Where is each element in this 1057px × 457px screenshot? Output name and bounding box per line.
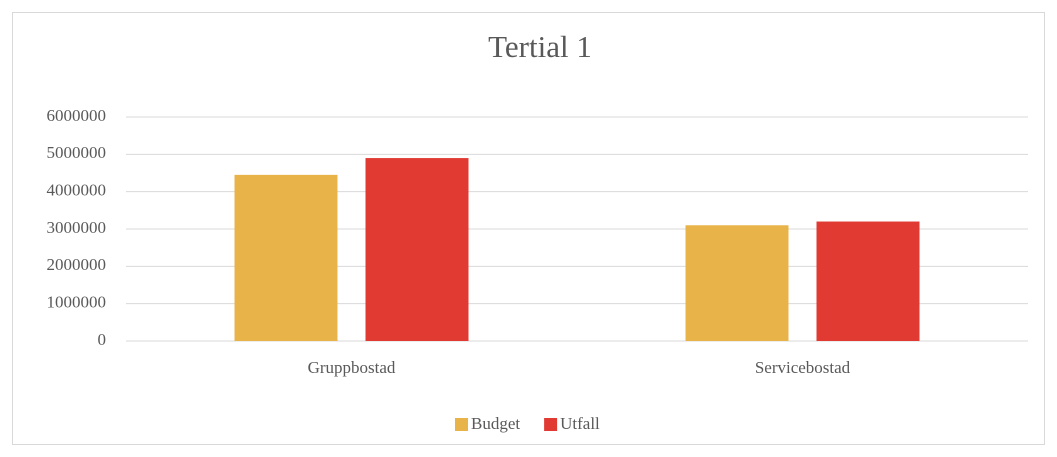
y-tick-label: 4000000 (47, 181, 107, 200)
legend-swatch (544, 418, 558, 431)
x-tick-label: Gruppbostad (308, 358, 396, 377)
y-tick-label: 5000000 (47, 143, 107, 162)
y-tick-label: 6000000 (47, 106, 107, 125)
bar (816, 221, 920, 341)
y-tick-label: 1000000 (47, 293, 107, 312)
legend-label: Budget (471, 414, 520, 433)
legend-swatch (455, 418, 468, 431)
chart-title: Tertial 1 (488, 29, 592, 64)
y-tick-label: 0 (98, 330, 107, 349)
bar (365, 158, 469, 341)
bar (234, 174, 338, 341)
x-tick-label: Servicebostad (755, 358, 851, 377)
bar (685, 225, 789, 341)
y-tick-label: 2000000 (47, 255, 107, 274)
legend-label: Utfall (560, 414, 600, 433)
y-tick-label: 3000000 (47, 218, 107, 237)
